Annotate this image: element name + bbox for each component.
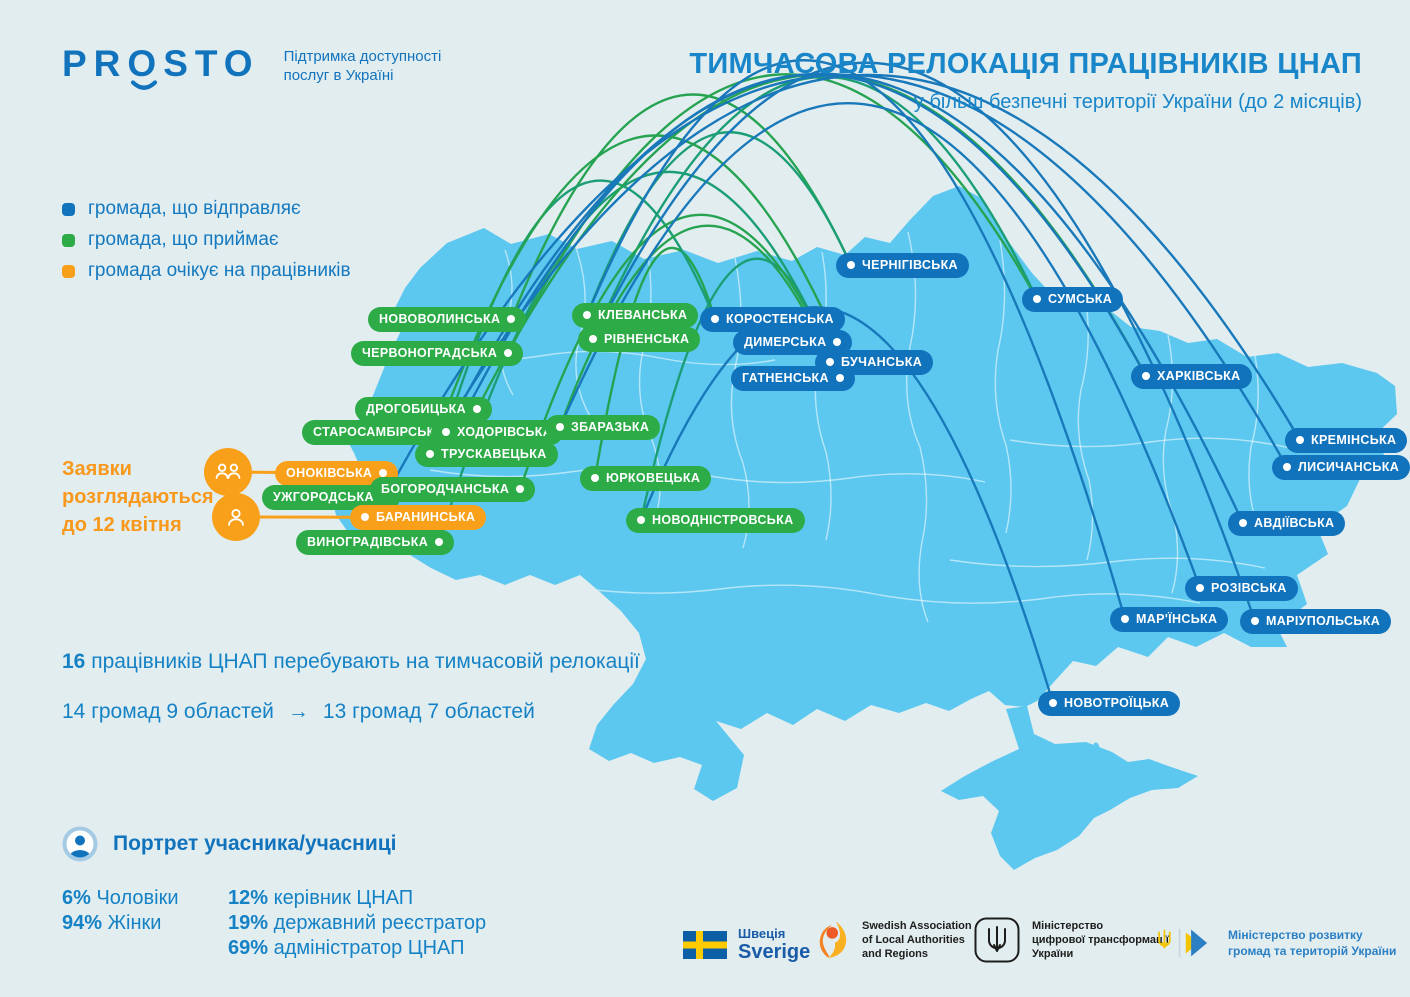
- salar-label: Swedish Association of Local Authorities…: [862, 919, 972, 961]
- applications-note-line: Заявки: [62, 458, 132, 480]
- relocation-arc: [519, 213, 842, 491]
- salar-line: Swedish Association: [862, 920, 972, 932]
- stat-label: керівник ЦНАП: [268, 887, 414, 909]
- stat-value: 12%: [228, 887, 269, 909]
- flow-from: 14 громад 9 областей: [62, 700, 274, 723]
- stat-row: 12% керівник ЦНАП: [228, 886, 486, 911]
- page-subtitle: у більш безпечні території України (до 2…: [913, 91, 1362, 113]
- mindigital-line: України: [1032, 948, 1074, 960]
- stat-label: Чоловіки: [90, 887, 179, 909]
- minregion-logo-icon: [1158, 928, 1208, 958]
- legend-label: громада, що приймає: [88, 229, 279, 250]
- legend-swatch-icon: [62, 202, 75, 216]
- stat-value: 69%: [228, 937, 269, 959]
- participant-icon: [62, 826, 98, 862]
- legend-label: громада очікує на працівників: [88, 260, 351, 281]
- flow-stat: 14 громад 9 областей → 13 громад 7 облас…: [62, 700, 535, 724]
- stat-row: 94% Жінки: [62, 911, 178, 936]
- applications-note: Заявки розглядаються до 12 квітня: [62, 455, 214, 539]
- stat-label: адміністратор ЦНАП: [268, 937, 465, 959]
- two-person-icon: [215, 463, 241, 479]
- flow-arrow-icon: →: [287, 700, 309, 723]
- stat-row: 69% адміністратор ЦНАП: [228, 936, 486, 961]
- relocation-arcs: [383, 59, 1302, 705]
- mindigital-label: Міністерство цифрової трансформації Укра…: [1032, 919, 1169, 961]
- portrait-header: Портрет учасника/учасниці: [62, 826, 397, 862]
- footer-sweden: Швеція Sverige: [683, 926, 810, 963]
- sweden-label: Швеція Sverige: [738, 926, 810, 963]
- sweden-line: Sverige: [738, 941, 811, 963]
- relocation-arc: [444, 72, 1245, 525]
- applications-note-line: до 12 квітня: [62, 514, 182, 536]
- wait-marker-one-person: [212, 493, 260, 541]
- logo-smile-o: O: [127, 44, 163, 90]
- gender-stats: 6% Чоловіки 94% Жінки: [62, 886, 178, 936]
- header-titles: ТИМЧАСОВА РЕЛОКАЦІЯ ПРАЦІВНИКІВ ЦНАП у б…: [689, 48, 1362, 114]
- mindigital-line: цифрової трансформації: [1032, 934, 1169, 946]
- sweden-flag-icon: [683, 930, 727, 959]
- legend-item-wait: громада очікує на працівників: [62, 260, 351, 282]
- relocation-arc: [593, 246, 717, 480]
- sweden-line: Швеція: [738, 926, 786, 941]
- logo-tagline: Підтримка доступності послуг в Україні: [284, 44, 442, 85]
- applications-note-line: розглядаються: [62, 486, 214, 508]
- salar-line: of Local Authorities: [862, 934, 965, 946]
- legend-swatch-icon: [62, 264, 75, 278]
- trident-badge-icon: [974, 917, 1020, 963]
- stat-label: Жінки: [102, 912, 162, 934]
- arabat-spit-shape: [1093, 742, 1120, 804]
- salar-logo-icon: [819, 921, 847, 958]
- mindigital-line: Міністерство: [1032, 920, 1104, 932]
- relocated-stat: 16 працівників ЦНАП перебувають на тимча…: [62, 650, 640, 674]
- footer-mindigital: Міністерство цифрової трансформації Укра…: [974, 917, 1169, 963]
- legend-item-receive: громада, що приймає: [62, 229, 351, 251]
- prosto-wordmark: PR O STO: [62, 43, 260, 90]
- salar-line: and Regions: [862, 948, 929, 960]
- flow-to: 13 громад 7 областей: [322, 700, 535, 723]
- relocated-count: 16: [62, 650, 86, 673]
- minregion-line: громад та територій України: [1228, 944, 1397, 958]
- tagline-line: послуг в Україні: [283, 67, 394, 84]
- page-title: ТИМЧАСОВА РЕЛОКАЦІЯ ПРАЦІВНИКІВ ЦНАП: [689, 48, 1362, 80]
- stat-value: 19%: [228, 912, 269, 934]
- relocation-arc: [639, 306, 1055, 705]
- stat-row: 6% Чоловіки: [62, 886, 178, 911]
- relocation-arc: [558, 102, 1202, 590]
- portrait-title: Портрет учасника/учасниці: [113, 832, 397, 855]
- legend-label: громада, що відправляє: [88, 198, 301, 219]
- stat-row: 19% державний реєстратор: [228, 911, 486, 936]
- relocation-arc: [510, 93, 853, 321]
- one-person-icon: [228, 508, 244, 526]
- stat-value: 94%: [62, 912, 103, 934]
- footer-salar: Swedish Association of Local Authorities…: [818, 919, 972, 961]
- prosto-logo: PR O STO Підтримка доступності послуг в Ук…: [62, 43, 442, 90]
- relocation-arc: [585, 131, 853, 317]
- stat-label: державний реєстратор: [268, 912, 487, 934]
- logo-letters: PR: [62, 43, 128, 84]
- relocated-text: працівників ЦНАП перебувають на тимчасов…: [91, 650, 640, 673]
- smile-icon: [130, 80, 157, 90]
- wait-marker-two-person: [204, 448, 252, 496]
- logo-letters: STO: [163, 43, 260, 84]
- legend-swatch-icon: [62, 233, 75, 247]
- minregion-line: Міністерство розвитку: [1228, 928, 1363, 942]
- crimea-shape: [941, 706, 1198, 870]
- minregion-label: Міністерство розвитку громад та територі…: [1228, 927, 1396, 959]
- footer-minregion: Міністерство розвитку громад та територі…: [1152, 924, 1396, 962]
- legend: громада, що відправляє громада, що прийма…: [62, 198, 351, 282]
- legend-item-send: громада, що відправляє: [62, 198, 351, 220]
- tagline-line: Підтримка доступності: [283, 48, 442, 65]
- relocation-arc: [585, 59, 1127, 621]
- role-stats: 12% керівник ЦНАП 19% державний реєстрато…: [228, 886, 486, 961]
- stat-value: 6%: [62, 887, 91, 909]
